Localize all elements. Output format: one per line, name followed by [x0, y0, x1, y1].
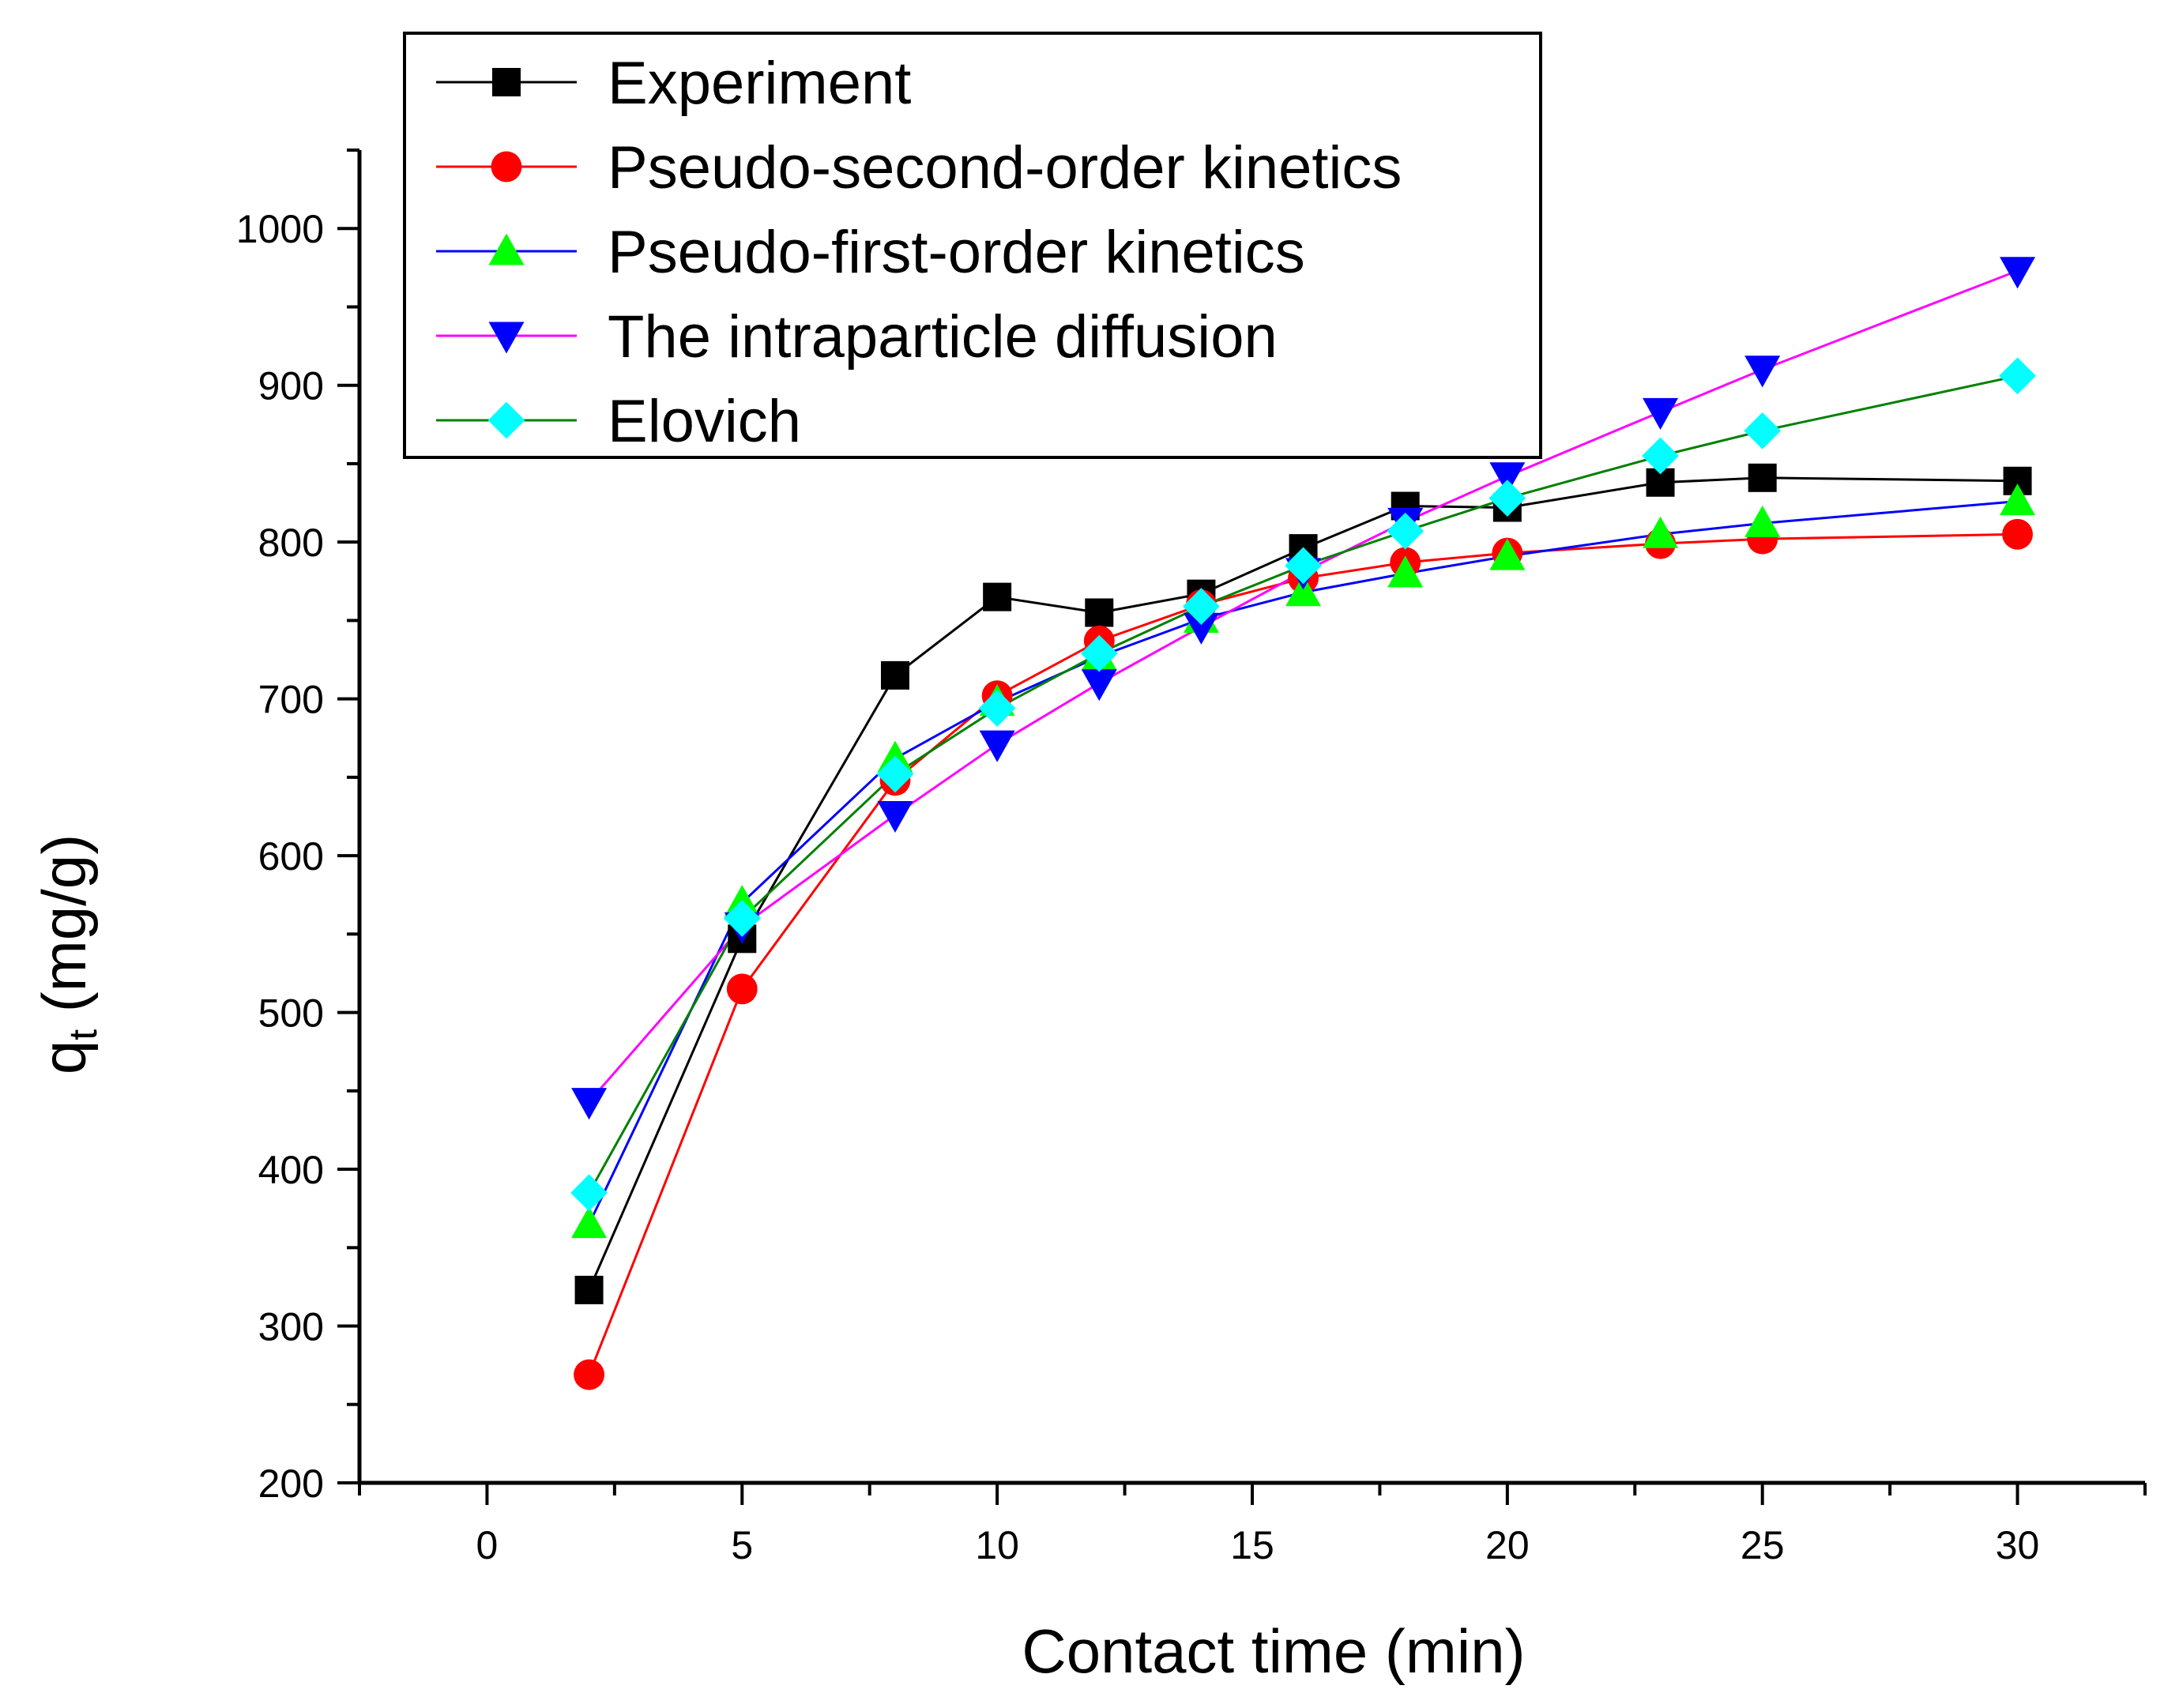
legend-label-0: Experiment: [608, 50, 911, 117]
svg-text:qt (mg/g): qt (mg/g): [29, 834, 105, 1074]
y-tick-label: 500: [258, 991, 324, 1036]
data-point-3-5: [1183, 612, 1219, 645]
y-tick-label: 1000: [236, 207, 324, 251]
legend-label-4: Elovich: [608, 388, 801, 455]
data-point-2-10: [1744, 505, 1781, 537]
data-point-4-2: [876, 755, 914, 793]
x-axis-title: Contact time (min): [1022, 1616, 1525, 1686]
data-point-1-11: [2002, 518, 2034, 550]
legend-box: [403, 32, 1542, 459]
legend-marker-0: [492, 68, 521, 96]
y-axis-title-sub: t: [61, 1029, 105, 1040]
data-point-2-6: [1285, 574, 1322, 607]
series-lines: [588, 269, 2019, 1375]
data-point-3-4: [1081, 669, 1117, 702]
y-tick-label: 600: [258, 834, 324, 878]
data-point-4-10: [1744, 412, 1782, 450]
data-point-2-11: [2000, 483, 2036, 516]
data-point-0-10: [1748, 463, 1777, 492]
data-point-3-11: [2000, 257, 2036, 289]
data-point-3-9: [1643, 397, 1679, 430]
data-point-1-0: [574, 1359, 605, 1390]
data-point-3-2: [877, 800, 913, 833]
series-markers: [570, 257, 2036, 1390]
data-point-4-8: [1488, 480, 1526, 517]
data-point-3-3: [979, 730, 1015, 762]
legend-marker-1: [491, 151, 522, 182]
data-point-0-4: [1085, 598, 1114, 627]
series-line-4: [588, 374, 2018, 1194]
x-tick-label: 25: [1741, 1523, 1785, 1567]
data-point-3-10: [1744, 356, 1781, 388]
legend-marker-4: [487, 401, 525, 439]
data-point-1-1: [726, 973, 758, 1005]
legend-label-2: Pseudo-first-order kinetics: [608, 219, 1305, 286]
x-tick-label: 20: [1485, 1523, 1530, 1567]
y-tick-label: 300: [258, 1305, 324, 1349]
data-point-2-8: [1489, 538, 1526, 570]
data-point-4-11: [1999, 357, 2036, 395]
y-tick-label: 200: [258, 1462, 324, 1506]
legend-marker-2: [488, 233, 525, 265]
data-point-4-1: [723, 900, 761, 937]
data-point-2-9: [1643, 516, 1679, 548]
y-tick-label: 700: [258, 678, 324, 722]
data-point-2-7: [1387, 555, 1424, 588]
data-point-4-6: [1285, 547, 1322, 585]
data-point-0-3: [983, 582, 1012, 611]
y-tick-label: 400: [258, 1148, 324, 1192]
data-point-2-0: [571, 1206, 608, 1239]
legend: Experiment Pseudo-second-order kinetics Ps…: [403, 32, 1542, 459]
series-line-0: [588, 476, 2018, 1291]
data-point-4-5: [1183, 588, 1220, 625]
data-point-3-8: [1489, 462, 1526, 495]
data-point-4-3: [978, 690, 1016, 727]
legend-label-3: The intraparticle diffusion: [608, 303, 1278, 371]
series-line-3: [588, 269, 2019, 1103]
x-tick-label: 5: [731, 1523, 753, 1567]
y-axis-title-unit: (mg/g): [29, 834, 99, 1029]
series-line-2: [588, 500, 2018, 1225]
data-point-3-0: [571, 1088, 608, 1120]
x-tick-label: 0: [476, 1523, 499, 1567]
y-tick-label: 900: [258, 364, 324, 408]
data-point-4-9: [1642, 437, 1679, 475]
x-tick-label: 30: [1996, 1523, 2040, 1567]
data-point-4-0: [570, 1174, 608, 1212]
data-point-4-4: [1080, 634, 1118, 672]
data-point-0-2: [881, 660, 909, 690]
y-axis-title: qt (mg/g): [29, 834, 105, 1074]
x-tick-label: 10: [975, 1523, 1019, 1567]
y-axis-title-main: q: [29, 1040, 99, 1074]
data-point-4-7: [1387, 512, 1424, 550]
legend-marker-3: [488, 322, 525, 354]
legend-label-1: Pseudo-second-order kinetics: [608, 134, 1402, 201]
y-tick-label: 800: [258, 521, 324, 565]
x-tick-label: 15: [1230, 1523, 1274, 1567]
axes: 0 5 10 15 20 25 30 200 300 400 500 600 700 800 900 1000: [236, 149, 2147, 1567]
data-point-0-0: [574, 1275, 604, 1304]
series-line-1: [588, 532, 2018, 1375]
